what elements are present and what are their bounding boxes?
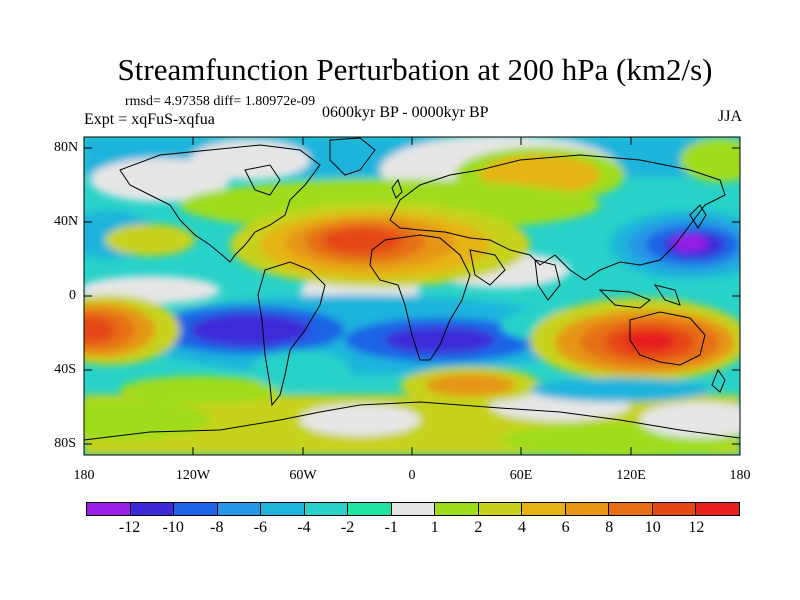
- colorbar-label: 6: [561, 519, 570, 536]
- colorbar-label: 8: [605, 519, 614, 536]
- colorbar-swatch: [696, 503, 739, 515]
- colorbar-swatch: [435, 503, 479, 515]
- x-tick-label: 120E: [616, 468, 646, 483]
- colorbar-swatch: [565, 503, 610, 515]
- period-label: 0600kyr BP - 0000kyr BP: [322, 104, 489, 121]
- colorbar: [86, 502, 740, 516]
- y-tick-label: 40N: [54, 214, 79, 229]
- colorbar-label: -6: [253, 519, 268, 536]
- colorbar-swatch: [478, 503, 523, 515]
- coastlines: [84, 137, 740, 441]
- colorbar-label: 4: [518, 519, 526, 536]
- rmsd-stats: rmsd= 4.97358 diff= 1.80972e-09: [125, 94, 316, 109]
- colorbar-swatch: [87, 503, 131, 515]
- map-title: Streamfunction Perturbation at 200 hPa (…: [117, 52, 713, 87]
- experiment-label: Expt = xqFuS-xqfua: [84, 111, 215, 128]
- x-tick-label: 0: [408, 468, 416, 483]
- colorbar-swatch: [348, 503, 392, 515]
- y-tick-label: 40S: [54, 362, 76, 377]
- colorbar-label: -12: [118, 519, 141, 536]
- colorbar-swatch: [130, 503, 175, 515]
- colorbar-label: -4: [297, 519, 311, 536]
- y-tick-label: 80S: [54, 436, 76, 451]
- colorbar-label: -8: [210, 519, 224, 536]
- x-tick-label: 120W: [175, 468, 211, 483]
- colorbar-swatch: [217, 503, 262, 515]
- axis-ticks: [83, 137, 741, 455]
- colorbar-label: -1: [384, 519, 398, 536]
- colorbar-swatch: [522, 503, 566, 515]
- colorbar-label: -2: [340, 519, 355, 536]
- colorbar-label: 10: [644, 519, 661, 536]
- x-tick-label: 180: [73, 468, 95, 483]
- colorbar-label: 1: [430, 519, 439, 536]
- colorbar-swatch: [261, 503, 305, 515]
- contour-field: [84, 137, 740, 455]
- y-tick-label: 0: [69, 288, 76, 303]
- colorbar-swatch: [174, 503, 218, 515]
- colorbar-label: -10: [162, 519, 184, 536]
- colorbar-swatch: [304, 503, 349, 515]
- colorbar-swatch: [652, 503, 697, 515]
- x-tick-label: 60E: [509, 468, 533, 483]
- colorbar-swatch: [609, 503, 653, 515]
- colorbar-label: 2: [474, 519, 483, 536]
- x-tick-label: 180: [729, 468, 751, 483]
- colorbar-swatch: [391, 503, 436, 515]
- y-tick-label: 80N: [54, 140, 79, 155]
- x-tick-label: 60W: [289, 468, 317, 483]
- season-label: JJA: [717, 108, 742, 125]
- colorbar-label: 12: [688, 519, 705, 536]
